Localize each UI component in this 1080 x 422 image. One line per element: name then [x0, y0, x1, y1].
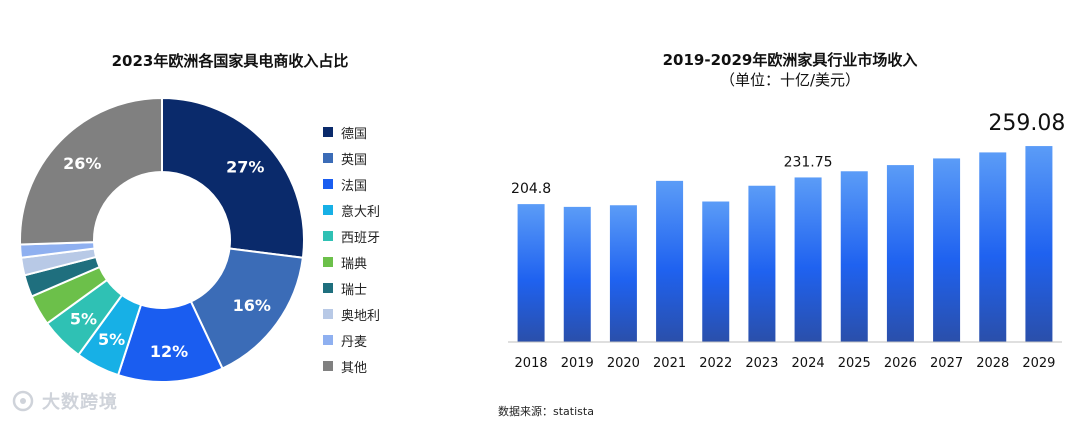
- legend-item-6: 瑞士: [323, 275, 380, 301]
- legend-label-2: 法国: [341, 178, 368, 194]
- donut-data-label-1: 16%: [233, 296, 271, 315]
- legend-label-4: 西班牙: [341, 230, 381, 246]
- watermark-logo-icon: [12, 390, 34, 412]
- legend-item-2: 法国: [323, 171, 380, 197]
- bar-2028: [979, 152, 1007, 342]
- legend-label-6: 瑞士: [341, 282, 368, 298]
- donut-data-label-3: 5%: [98, 330, 125, 349]
- donut-slice-9: [19, 96, 163, 246]
- legend-label-1: 英国: [341, 152, 368, 168]
- legend-label-9: 其他: [341, 360, 368, 376]
- x-tick-label-2020: 2020: [607, 356, 640, 371]
- legend-swatch-5: [323, 257, 333, 267]
- x-tick-label-2022: 2022: [699, 356, 732, 371]
- bar-2029: [1025, 146, 1053, 342]
- source-note: 数据来源：statista: [498, 405, 594, 418]
- legend-swatch-3: [323, 205, 333, 215]
- legend-swatch-2: [323, 179, 333, 189]
- donut-data-label-0: 27%: [226, 158, 264, 177]
- legend-label-7: 奥地利: [341, 308, 381, 324]
- bar-chart-title-main: 2019-2029年欧洲家具行业市场收入: [662, 51, 918, 69]
- bar-data-label-2029: 259.08: [988, 111, 1065, 136]
- x-tick-label-2024: 2024: [792, 356, 825, 371]
- legend-item-5: 瑞典: [323, 249, 380, 275]
- bar-2027: [933, 158, 961, 342]
- legend-label-5: 瑞典: [341, 256, 368, 272]
- donut-data-label-9: 26%: [63, 154, 101, 173]
- legend-item-7: 奥地利: [323, 301, 380, 327]
- bar-2020: [609, 205, 637, 342]
- bar-chart: 2018 204.8 2019 2020 2021 2022 2023 2024 231.75 2…: [508, 111, 1065, 371]
- donut-slice-1: [189, 247, 304, 370]
- x-tick-label-2025: 2025: [838, 356, 871, 371]
- bar-chart-subtitle: （单位：十亿/美元）: [719, 71, 861, 89]
- bar-data-label-2018: 204.8: [511, 181, 551, 197]
- x-tick-label-2027: 2027: [930, 356, 963, 371]
- legend-swatch-7: [323, 309, 333, 319]
- legend-swatch-0: [323, 127, 333, 137]
- legend-item-3: 意大利: [323, 197, 380, 223]
- x-tick-label-2018: 2018: [515, 356, 548, 371]
- donut-data-label-4: 5%: [70, 309, 97, 328]
- donut-data-label-2: 12%: [150, 342, 188, 361]
- bar-2021: [656, 180, 684, 342]
- legend-item-1: 英国: [323, 145, 380, 171]
- watermark-text: 大数跨境: [42, 392, 118, 413]
- legend-item-8: 丹麦: [323, 327, 380, 353]
- legend-swatch-1: [323, 153, 333, 163]
- bar-2019: [563, 206, 591, 342]
- bar-data-label-2024: 231.75: [784, 154, 833, 170]
- bar-2025: [840, 171, 868, 342]
- donut-slice-0: [161, 96, 305, 259]
- bar-2026: [886, 165, 914, 342]
- x-tick-label-2029: 2029: [1022, 356, 1055, 371]
- bar-2024: [794, 177, 822, 342]
- legend-swatch-4: [323, 231, 333, 241]
- bar-chart-title: 2019-2029年欧洲家具行业市场收入 （单位：十亿/美元）: [570, 50, 1010, 90]
- legend-swatch-6: [323, 283, 333, 293]
- legend-swatch-9: [323, 361, 333, 371]
- legend-swatch-8: [323, 335, 333, 345]
- legend-label-8: 丹麦: [341, 334, 368, 350]
- x-tick-label-2021: 2021: [653, 356, 686, 371]
- donut-legend: 德国英国法国意大利西班牙瑞典瑞士奥地利丹麦其他: [323, 119, 380, 379]
- x-tick-label-2023: 2023: [745, 356, 778, 371]
- donut-chart-title: 2023年欧洲各国家具电商收入占比: [111, 52, 349, 70]
- bar-2018: [517, 204, 545, 342]
- watermark: 大数跨境: [12, 388, 118, 414]
- legend-item-0: 德国: [323, 119, 380, 145]
- legend-label-0: 德国: [341, 126, 368, 142]
- donut-chart: 27% 16% 12% 5%5% 26%: [19, 96, 305, 383]
- bar-2023: [748, 185, 776, 342]
- bar-2022: [702, 201, 730, 342]
- legend-label-3: 意大利: [341, 204, 381, 220]
- legend-item-9: 其他: [323, 353, 380, 379]
- legend-item-4: 西班牙: [323, 223, 380, 249]
- x-tick-label-2026: 2026: [884, 356, 917, 371]
- x-tick-label-2028: 2028: [976, 356, 1009, 371]
- x-tick-label-2019: 2019: [561, 356, 594, 371]
